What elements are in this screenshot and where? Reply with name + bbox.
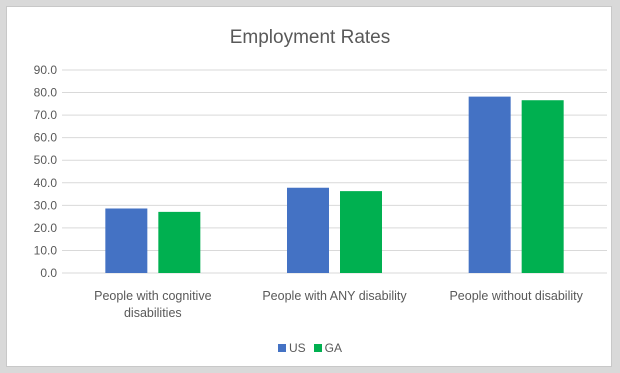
y-tick-label: 0.0 (40, 266, 57, 280)
legend-swatch (313, 344, 322, 352)
chart-plot-area: 0.0 10.0 20.0 30.0 40.0 50.0 60.0 70.0 80.0 90.0 P… (34, 63, 607, 320)
chart-title: Employment Rates (229, 27, 391, 48)
y-tick-label: 10.0 (34, 243, 58, 257)
y-tick-label: 30.0 (34, 198, 58, 212)
y-tick-label: 60.0 (34, 131, 58, 145)
x-category-label: disabilities (124, 306, 182, 320)
legend-swatch (277, 344, 286, 352)
x-category-label: People without disability (449, 289, 583, 303)
legend-item-ga: GA (313, 341, 342, 355)
y-tick-label: 50.0 (34, 153, 58, 167)
y-tick-label: 90.0 (34, 63, 58, 77)
bar-ga (340, 191, 382, 273)
legend-label: US (288, 341, 306, 355)
bar-ga (521, 100, 564, 273)
legend-item-us: US (277, 341, 306, 355)
bar-us (468, 96, 511, 273)
legend-label: GA (324, 341, 342, 355)
y-tick-label: 80.0 (34, 86, 58, 100)
bar-us (105, 208, 148, 273)
chart-legend: US GA (7, 341, 613, 355)
x-category-label: People with cognitive (94, 289, 211, 303)
y-tick-label: 40.0 (34, 176, 58, 190)
bar-us (287, 187, 329, 273)
y-tick-label: 20.0 (34, 221, 58, 235)
chart-frame: Employment Rates 0.0 10.0 20.0 30.0 40.0 50.0… (6, 6, 612, 367)
y-tick-label: 70.0 (34, 108, 58, 122)
bar-ga (158, 211, 201, 273)
x-category-label: People with ANY disability (262, 289, 407, 303)
